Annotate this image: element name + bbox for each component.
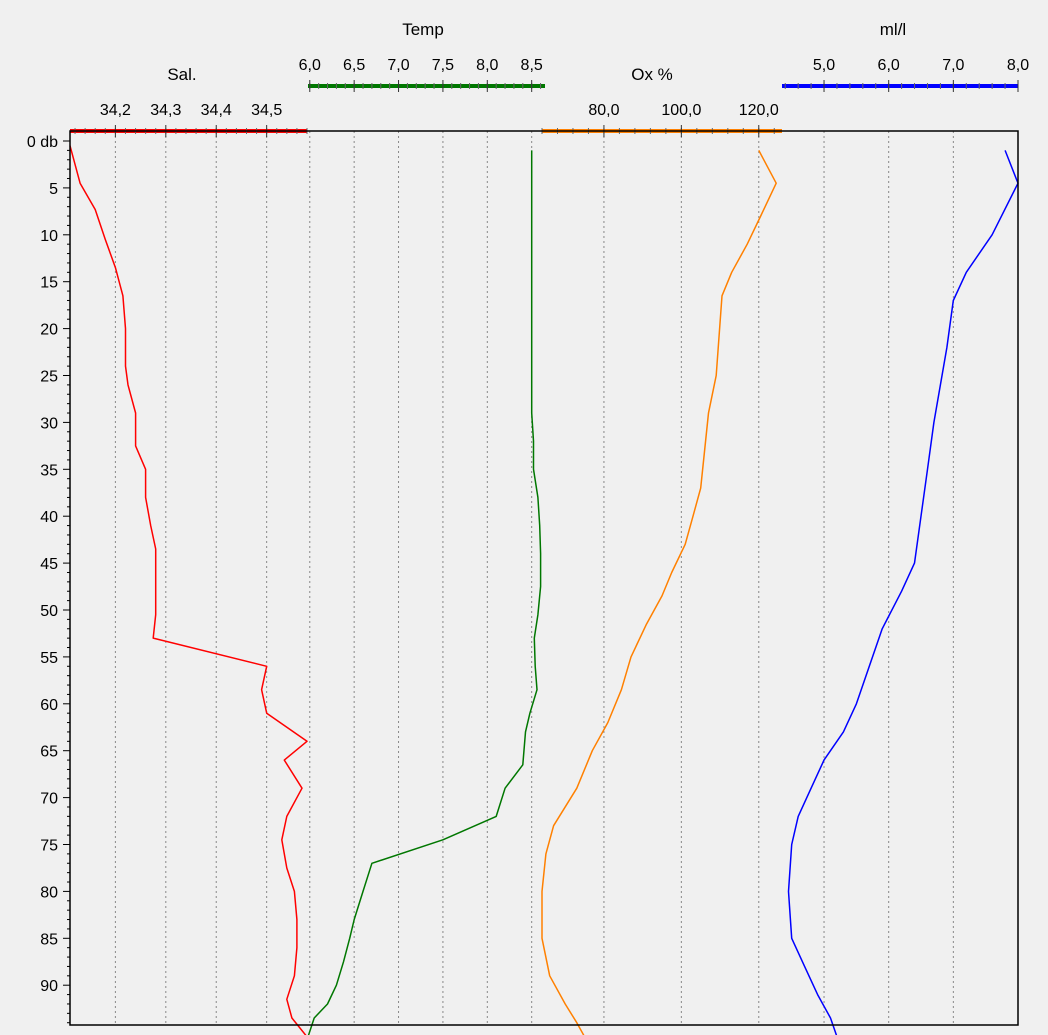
scale-label-ml-l: ml/l [880,20,906,39]
scale-tick-label: 6,0 [878,57,900,74]
scale-tick-label: 8,0 [1007,57,1029,74]
depth-tick-label: 55 [40,650,58,667]
depth-tick-label: 40 [40,509,58,526]
depth-tick-label: 10 [40,228,58,245]
scale-tick-label: 7,0 [387,57,409,74]
plot-frame [69,130,1019,1026]
scale-label-ox: Ox % [631,65,673,84]
series-line-ox [541,150,777,1035]
depth-tick-label: 50 [40,603,58,620]
scale-tick-label: 34,3 [150,102,181,119]
scale-tick-label: 7,5 [432,57,454,74]
scale-tick-label: 34,4 [201,102,232,119]
depth-tick-label: 85 [40,931,58,948]
depth-tick-label: 25 [40,369,58,386]
depth-tick-label: 45 [40,556,58,573]
depth-tick-label: 90 [40,978,58,995]
vertical-gridlines [114,131,954,1025]
scale-label-temp: Temp [402,20,444,39]
depth-tick-label: 15 [40,275,58,292]
depth-tick-label: 5 [49,181,58,198]
scale-tick-label: 34,2 [100,102,131,119]
scale-tick-label: 8,5 [521,57,543,74]
series-line-sal [69,145,308,1035]
depth-tick-label: 70 [40,791,58,808]
depth-tick-label: 20 [40,322,58,339]
depth-axis: 0 db 5 10 15 20 25 30 35 40 45 50 55 60 65 70 75 80 85 90 [27,134,70,1024]
scale-tick-label: 80,0 [588,102,619,119]
series-line-temp [307,150,542,1035]
series-lines [69,145,1019,1035]
depth-tick-label: 65 [40,744,58,761]
scale-tick-label: 7,0 [942,57,964,74]
depth-tick-label: 75 [40,838,58,855]
scale-tick-label: 120,0 [739,102,779,119]
depth-tick-label: 80 [40,884,58,901]
scale-label-sal: Sal. [167,65,196,84]
depth-tick-label: 30 [40,415,58,432]
scale-tick-label: 8,0 [476,57,498,74]
depth-tick-label: 60 [40,697,58,714]
scale-tick-label: 5,0 [813,57,835,74]
scale-tick-label: 6,5 [343,57,365,74]
depth-tick-label: 35 [40,462,58,479]
scale-tick-label: 34,5 [251,102,282,119]
scale-tick-label: 6,0 [299,57,321,74]
series-line-ml-l [787,150,1019,1035]
depth-tick-label: 0 db [27,134,58,151]
scale-tick-label: 100,0 [661,102,701,119]
